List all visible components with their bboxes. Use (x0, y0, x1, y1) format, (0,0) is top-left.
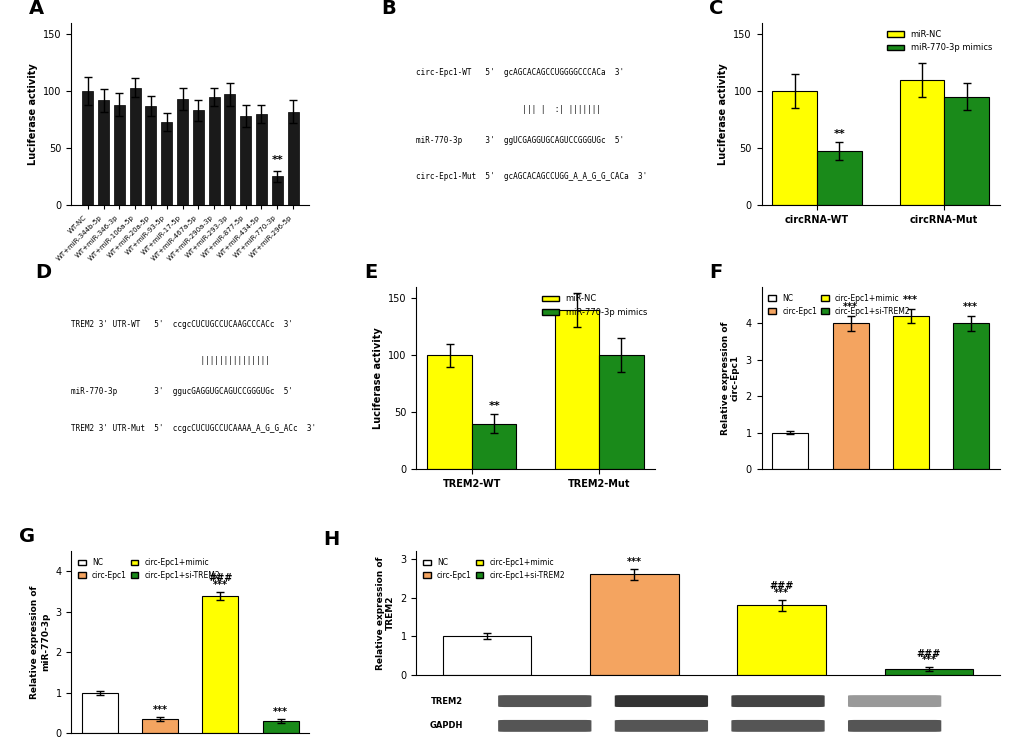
Bar (287, 112, 299, 205)
Bar (161, 122, 172, 205)
Bar (883, 669, 972, 675)
Bar (83, 692, 118, 733)
Bar (832, 324, 868, 469)
Bar (952, 324, 987, 469)
Text: H: H (323, 530, 339, 549)
Bar (427, 355, 472, 469)
Bar (944, 97, 987, 205)
Text: ***: *** (273, 707, 287, 717)
Bar (98, 100, 109, 205)
Bar (262, 721, 299, 733)
Text: F: F (708, 263, 721, 282)
Legend: NC, circ-Epc1, circ-Epc1+mimic, circ-Epc1+si-TREM2: NC, circ-Epc1, circ-Epc1+mimic, circ-Epc… (420, 555, 568, 583)
Bar (193, 110, 204, 205)
Bar (554, 310, 598, 469)
Bar (472, 423, 516, 469)
Text: **: ** (271, 155, 283, 165)
Text: ***: *** (213, 580, 227, 590)
Text: ###: ### (208, 573, 232, 583)
Legend: miR-NC, miR-770-3p mimics: miR-NC, miR-770-3p mimics (883, 27, 995, 56)
Bar (143, 719, 178, 733)
Text: **: ** (833, 129, 845, 139)
Bar (256, 114, 267, 205)
FancyBboxPatch shape (847, 720, 941, 732)
Bar (899, 79, 944, 205)
Text: ***: *** (962, 302, 977, 312)
Text: TREM2 3' UTR-Mut  5'  ccgcCUCUGCCUCAAAA̲A̲G̲G̲ACc  3': TREM2 3' UTR-Mut 5' ccgcCUCUGCCUCAAAA̲A̲… (71, 423, 316, 432)
Bar (442, 637, 531, 675)
Bar (83, 91, 93, 205)
Bar (224, 94, 235, 205)
Text: C: C (708, 0, 722, 17)
Text: circ-Epc1-Mut  5'  gcAGCACAGCCUGG̲A̲A̲G̲G̲CACa  3': circ-Epc1-Mut 5' gcAGCACAGCCUGG̲A̲A̲G̲G̲… (416, 172, 647, 181)
Text: TREM2 3' UTR-WT   5'  ccgcCUCUGCCUCAAGCCCACc  3': TREM2 3' UTR-WT 5' ccgcCUCUGCCUCAAGCCCAC… (71, 320, 293, 329)
Bar (590, 575, 678, 675)
Text: TREM2: TREM2 (431, 696, 463, 705)
Y-axis label: Relative expression of
circ-Epc1: Relative expression of circ-Epc1 (720, 321, 740, 435)
Text: ###: ### (916, 649, 941, 658)
Text: ***: *** (153, 705, 168, 715)
Bar (737, 606, 825, 675)
Bar (598, 355, 643, 469)
Legend: miR-NC, miR-770-3p mimics: miR-NC, miR-770-3p mimics (538, 291, 650, 320)
Legend: NC, circ-Epc1, circ-Epc1+mimic, circ-Epc1+si-TREM2: NC, circ-Epc1, circ-Epc1+mimic, circ-Epc… (764, 291, 912, 318)
Y-axis label: Relative expression of
TREM2: Relative expression of TREM2 (375, 556, 394, 670)
Text: D: D (36, 263, 52, 282)
Text: ||| |  :| |||||||: ||| | :| ||||||| (416, 104, 601, 113)
Text: **: ** (488, 401, 499, 411)
Text: A: A (29, 0, 44, 17)
Bar (816, 151, 861, 205)
FancyBboxPatch shape (497, 695, 591, 707)
Text: E: E (364, 263, 377, 282)
Text: G: G (19, 527, 35, 546)
FancyBboxPatch shape (614, 695, 707, 707)
FancyBboxPatch shape (731, 720, 823, 732)
Bar (239, 116, 251, 205)
Bar (114, 104, 124, 205)
Bar (892, 316, 927, 469)
Text: B: B (380, 0, 395, 17)
Text: |||||||||||||||: ||||||||||||||| (71, 356, 270, 365)
FancyBboxPatch shape (847, 695, 941, 707)
Text: ***: *** (843, 302, 857, 312)
Text: ###: ### (768, 581, 793, 591)
Text: miR-770-3p        3'  ggucGAGGUGCAGUCCGGGUGc  5': miR-770-3p 3' ggucGAGGUGCAGUCCGGGUGc 5' (71, 387, 293, 396)
Bar (771, 91, 816, 205)
Y-axis label: Relative expression of
miR-770-3p: Relative expression of miR-770-3p (31, 585, 50, 699)
Legend: NC, circ-Epc1, circ-Epc1+mimic, circ-Epc1+si-TREM2: NC, circ-Epc1, circ-Epc1+mimic, circ-Epc… (75, 555, 223, 583)
Text: miR-770-3p     3'  ggUCGAGGUGCAGUCCGGGUGc  5': miR-770-3p 3' ggUCGAGGUGCAGUCCGGGUGc 5' (416, 135, 624, 144)
Text: circ-Epc1-WT   5'  gcAGCACAGCCUGGGGCCCACa  3': circ-Epc1-WT 5' gcAGCACAGCCUGGGGCCCACa 3… (416, 68, 624, 77)
Text: ***: *** (902, 295, 917, 305)
Text: ***: *** (773, 587, 789, 597)
Y-axis label: Luciferase activity: Luciferase activity (717, 63, 728, 165)
Text: ***: *** (920, 655, 935, 665)
Bar (271, 176, 282, 205)
Bar (202, 596, 238, 733)
Y-axis label: Luciferase activity: Luciferase activity (28, 63, 38, 165)
FancyBboxPatch shape (614, 720, 707, 732)
FancyBboxPatch shape (731, 695, 823, 707)
Bar (208, 97, 219, 205)
Text: GAPDH: GAPDH (429, 721, 463, 730)
Bar (771, 432, 808, 469)
FancyBboxPatch shape (497, 720, 591, 732)
Bar (177, 99, 187, 205)
Y-axis label: Luciferase activity: Luciferase activity (372, 327, 382, 429)
Bar (129, 88, 141, 205)
Bar (146, 106, 156, 205)
Text: ***: *** (627, 556, 641, 566)
